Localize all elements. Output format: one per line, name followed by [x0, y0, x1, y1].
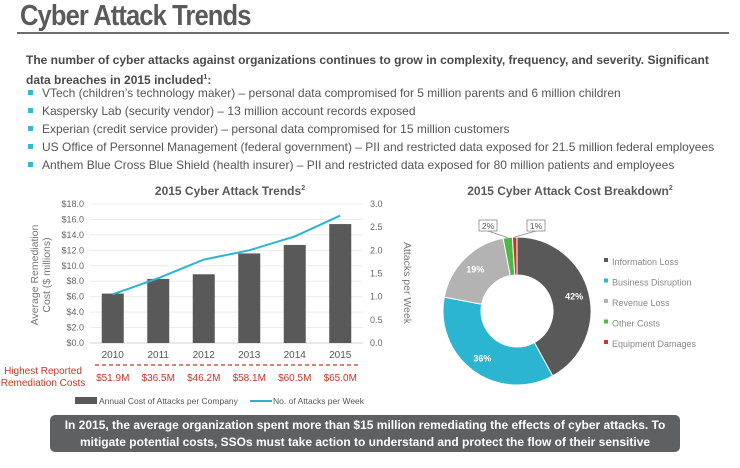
pie-slice-equipment-damages [511, 236, 518, 276]
intro-body: The number of cyber attacks against orga… [26, 53, 709, 87]
callout-leader [487, 230, 508, 238]
remediation-cost-label: $36.5M [142, 373, 175, 384]
bar-chart-footnote: 2 [301, 185, 306, 192]
intro-colon: : [207, 73, 212, 87]
x-tick-label: 2011 [147, 350, 169, 361]
pie-chart-title-text: 2015 Cyber Attack Cost Breakdown [467, 184, 669, 198]
callout-box [478, 219, 498, 232]
pie-slice-information-loss [516, 236, 592, 377]
list-item: VTech (children’s technology maker) – pe… [26, 84, 714, 102]
legend-line-label: No. of Attacks per Week [273, 396, 365, 406]
y-tick-label: $14.0 [61, 230, 84, 240]
pie-data-label: 36% [473, 354, 491, 364]
y2-axis-title: Attacks per Week [401, 242, 413, 325]
callout-box [526, 219, 546, 232]
legend-label: Other Costs [612, 319, 661, 329]
y-axis-title-line2: Cost ($ millions) [41, 237, 53, 312]
y2-tick-label: 1.0 [370, 292, 383, 302]
pie-chart-footnote: 2 [668, 185, 673, 192]
y2-tick-label: 0.5 [370, 315, 383, 325]
legend-swatch [604, 278, 608, 283]
pie-chart-title: 2015 Cyber Attack Cost Breakdown2 [440, 184, 700, 198]
y-tick-label: $18.0 [61, 199, 84, 209]
legend-bar-label: Annual Cost of Attacks per Company [99, 396, 239, 406]
bar-chart-title-text: 2015 Cyber Attack Trends [154, 184, 302, 198]
page-title: Cyber Attack Trends [20, 0, 251, 32]
list-item: Kaspersky Lab (security vendor) – 13 mil… [26, 102, 714, 120]
summary-banner: In 2015, the average organization spent … [50, 415, 680, 466]
y-tick-label: $0.0 [66, 338, 84, 348]
pie-data-label: 19% [466, 264, 484, 274]
y-tick-label: $12.0 [61, 245, 84, 255]
legend-label: Revenue Loss [612, 298, 670, 308]
intro-footnote: 1 [203, 74, 208, 81]
remediation-cost-label: $60.5M [278, 373, 311, 384]
y-tick-label: $4.0 [66, 307, 84, 317]
x-tick-label: 2012 [193, 350, 216, 361]
y-tick-label: $8.0 [66, 276, 84, 286]
y2-tick-label: 0.0 [370, 338, 383, 348]
y-axis-title-line1: Average Remediation [29, 224, 41, 325]
bar [101, 293, 124, 343]
list-item: Experian (credit service provider) – per… [26, 120, 714, 138]
bar-chart-title: 2015 Cyber Attack Trends2 [100, 184, 360, 198]
x-tick-label: 2010 [102, 350, 125, 361]
attacks-line [112, 214, 341, 296]
x-tick-label: 2015 [329, 350, 352, 361]
remediation-cost-label: $65.0M [324, 373, 357, 384]
remediation-cost-label: $46.2M [187, 373, 220, 384]
breach-list: VTech (children’s technology maker) – pe… [26, 84, 714, 174]
y2-tick-label: 3.0 [370, 199, 383, 209]
y2-tick-label: 2.5 [370, 222, 383, 232]
legend-swatch [604, 258, 608, 262]
list-item: Anthem Blue Cross Blue Shield (health in… [26, 156, 714, 174]
x-tick-label: 2014 [284, 350, 307, 361]
pie-data-label: 2% [482, 221, 495, 231]
y2-tick-label: 1.5 [370, 269, 383, 279]
bar [283, 244, 306, 343]
y2-tick-label: 2.0 [370, 245, 383, 255]
bar [192, 274, 215, 343]
bar [238, 253, 261, 343]
charts-svg: $0.0 $2.0 $4.0 $6.0 $8.0 $10.0 $12.0 $14.0 $16.0… [1, 199, 697, 406]
legend-swatch [604, 299, 608, 303]
legend-label: Equipment Damages [612, 339, 697, 349]
x-tick-label: 2013 [238, 350, 261, 361]
legend-bar-swatch [75, 397, 97, 404]
callout-leader [514, 230, 537, 238]
legend-label: Information Loss [612, 257, 679, 267]
bar [147, 278, 170, 343]
legend-swatch [604, 340, 608, 344]
pie-slice-business-disruption [442, 296, 554, 386]
y-tick-label: $6.0 [66, 292, 84, 302]
intro-text: The number of cyber attacks against orga… [26, 52, 726, 89]
list-item: US Office of Personnel Management (feder… [26, 138, 714, 156]
y-tick-label: $16.0 [61, 214, 84, 224]
pie-data-label: 1% [530, 221, 543, 231]
y-tick-label: $10.0 [61, 261, 84, 271]
remediation-label-line1: Highest Reported [4, 366, 82, 377]
pie-data-label: 42% [565, 291, 583, 301]
y-tick-label: $2.0 [66, 323, 84, 333]
legend-label: Business Disruption [612, 278, 692, 288]
bar [329, 224, 352, 343]
legend-swatch [604, 319, 608, 324]
remediation-cost-label: $58.1M [233, 373, 266, 384]
remediation-label-line2: Remediation Costs [1, 378, 85, 389]
title-divider [17, 32, 729, 34]
remediation-cost-label: $51.9M [96, 373, 129, 384]
